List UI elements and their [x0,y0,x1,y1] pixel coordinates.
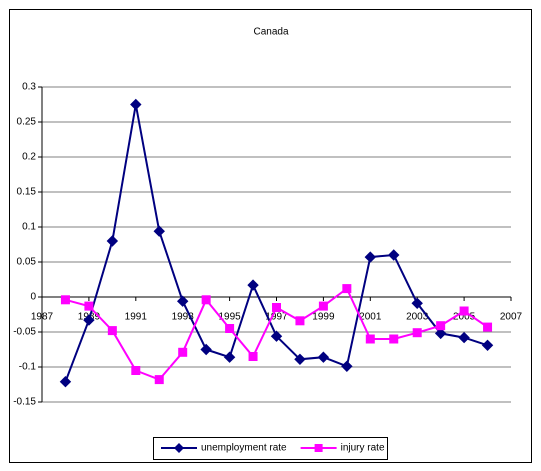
x-tick-label: 1987 [31,312,54,323]
legend-box [153,437,388,460]
point [200,343,212,356]
point [153,225,165,237]
y-tick-label: -0.15 [13,397,36,408]
legend-label: injury rate [341,443,385,454]
point [107,326,117,336]
point [178,347,188,357]
point [247,279,259,291]
point [176,295,189,307]
y-tick-label: -0.1 [19,362,37,373]
y-tick-label: 0.3 [22,82,36,93]
point [106,235,119,247]
y-tick-label: 0.1 [22,222,36,233]
x-tick-label: 1991 [125,312,148,323]
point [317,351,330,363]
y-tick-label: 0.15 [17,187,37,198]
point [436,321,446,331]
point [131,366,141,375]
x-tick-label: 1993 [172,312,195,323]
point [365,334,375,344]
point [248,352,258,361]
y-tick-label: 0.25 [17,117,37,128]
chart-border [9,9,532,463]
point [60,295,70,305]
y-tick-label: -0.05 [13,327,36,338]
point [83,314,95,326]
point [201,295,211,305]
point [272,303,281,312]
point [342,284,352,294]
x-tick-label: 2007 [500,312,523,323]
point [364,251,377,263]
chart-title: Canada [253,27,288,38]
legend-label: unemployment rate [201,443,287,454]
point [483,322,493,332]
y-tick-label: 0.05 [17,257,37,268]
point [434,327,447,340]
point [481,339,494,352]
point [270,330,283,342]
x-tick-label: 1999 [312,312,335,323]
point [341,360,353,373]
x-tick-label: 2005 [453,312,476,323]
x-tick-label: 2001 [359,312,382,323]
point [295,316,305,326]
point [459,306,469,316]
x-tick-label: 2003 [406,312,429,323]
point [223,351,236,363]
point [388,249,400,261]
point [412,328,422,338]
x-tick-label: 1997 [265,312,288,323]
point [294,353,306,366]
point [84,301,94,311]
point [59,375,72,388]
point [318,301,328,311]
point [458,331,470,344]
legend-marker [174,443,184,453]
legend-marker [314,444,323,452]
x-tick-label: 1995 [218,312,241,323]
y-tick-label: 0 [30,292,36,303]
point [154,375,164,385]
y-tick-label: 0.2 [22,152,36,163]
point [225,324,235,333]
point [130,98,142,111]
point [411,297,423,310]
point [389,334,399,344]
